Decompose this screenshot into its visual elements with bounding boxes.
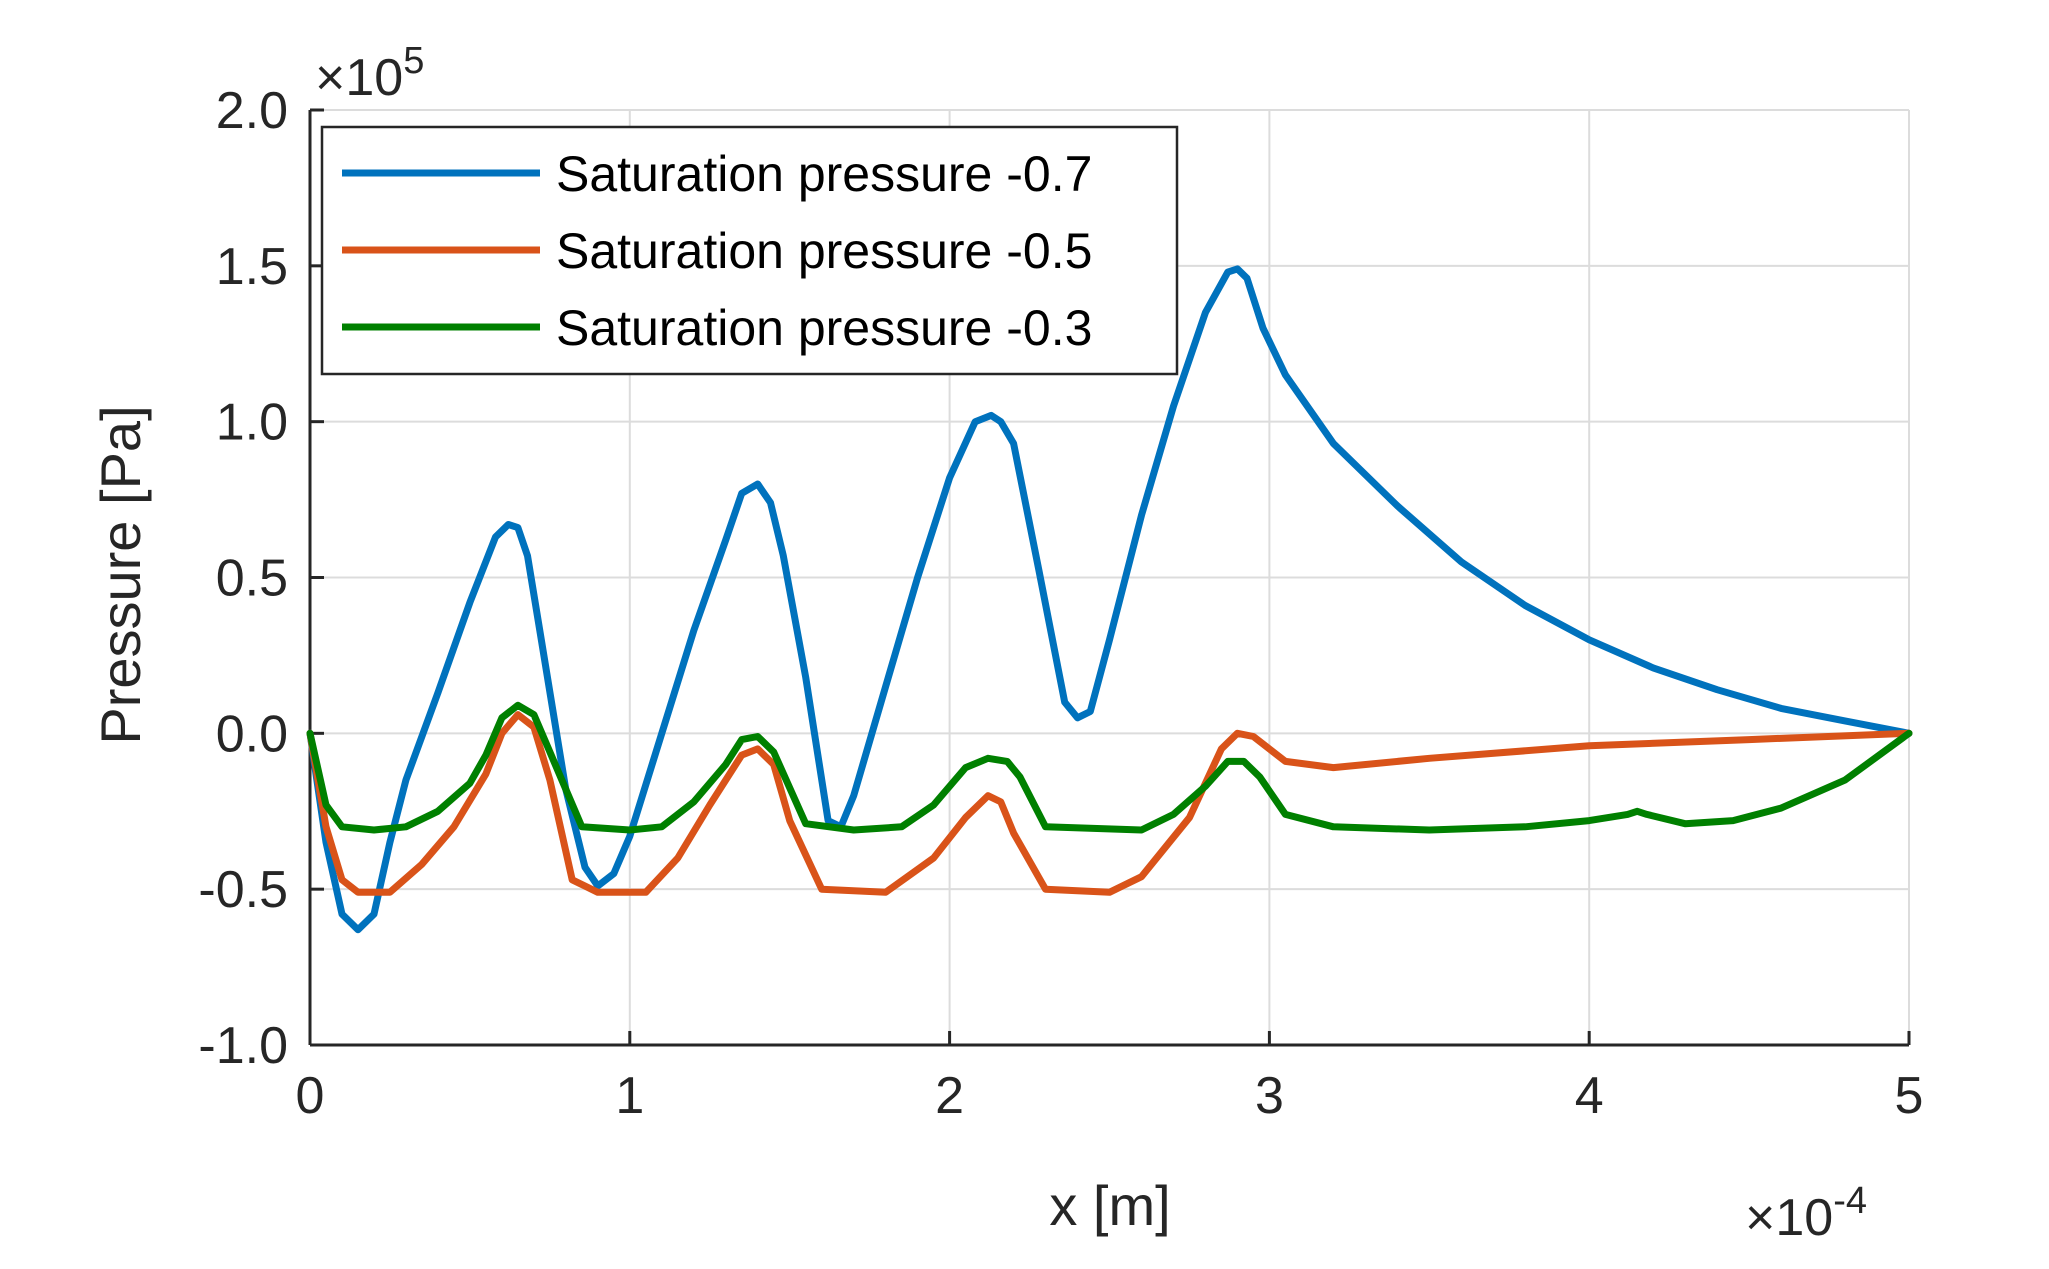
x-tick-label: 3 (1255, 1067, 1284, 1125)
x-tick-label: 0 (296, 1067, 325, 1125)
series-line-2 (306, 701, 1913, 834)
y-axis-label: Pressure [Pa] (89, 405, 152, 744)
y-exponent-label: ×105 (315, 40, 424, 107)
legend-entry-0: Saturation pressure -0.7 (556, 146, 1092, 202)
x-tick-label: 1 (615, 1067, 644, 1125)
y-tick-label: 2.0 (216, 82, 288, 140)
x-exponent-label: ×10-4 (1745, 1180, 1867, 1247)
series-lines (306, 265, 1913, 934)
y-tick-label: 0.0 (216, 705, 288, 763)
series-line-0 (306, 265, 1913, 934)
x-tick-label: 2 (935, 1067, 964, 1125)
x-tick-label: 4 (1575, 1067, 1604, 1125)
axes (308, 108, 1911, 1047)
y-tick-label: -0.5 (198, 861, 288, 919)
y-tick-label: -1.0 (198, 1017, 288, 1075)
series-line-1 (306, 711, 1913, 896)
x-axis-label: x [m] (1049, 1174, 1170, 1237)
y-tick-label: 1.5 (216, 238, 288, 296)
legend-entry-2: Saturation pressure -0.3 (556, 300, 1092, 356)
legend: Saturation pressure -0.7 Saturation pres… (320, 125, 1179, 376)
legend-entry-1: Saturation pressure -0.5 (556, 223, 1092, 279)
y-tick-label: 0.5 (216, 550, 288, 608)
tick-labels: 0 1 2 3 4 5 -1.0 -0.5 0.0 0.5 1.0 1.5 2.0 (198, 82, 1923, 1125)
y-tick-label: 1.0 (216, 394, 288, 452)
x-tick-label: 5 (1895, 1067, 1924, 1125)
